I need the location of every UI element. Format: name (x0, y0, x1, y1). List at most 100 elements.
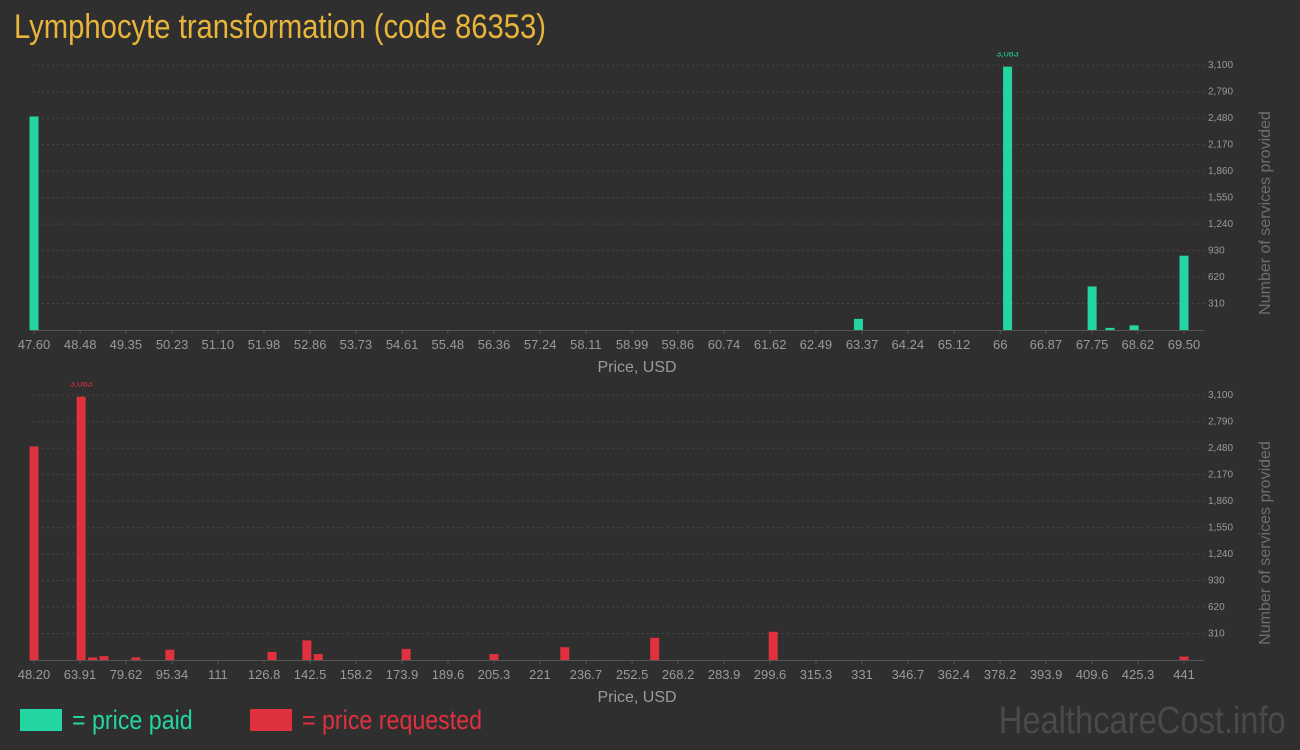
y-tick-label: 2,480 (1208, 443, 1233, 454)
price-requested-swatch (250, 709, 292, 731)
x-tick-label: 58.11 (570, 337, 602, 352)
y-tick-label: 1,860 (1208, 166, 1233, 177)
x-tick-label: 126.8 (248, 667, 281, 682)
bar (560, 647, 570, 660)
chart-title: Lymphocyte transformation (code 86353) (14, 8, 547, 46)
y-tick-label: 3,100 (1208, 60, 1233, 71)
legend-price-requested: = price requested (250, 704, 511, 736)
y-tick-label: 620 (1208, 272, 1225, 283)
price-paid-swatch (20, 709, 62, 731)
bar (29, 116, 39, 331)
x-tick-label: 283.9 (708, 667, 741, 682)
x-tick-label: 205.3 (478, 667, 511, 682)
bar (131, 657, 141, 660)
bar (853, 318, 863, 330)
x-tick-label: 61.62 (754, 337, 787, 352)
x-axis-label: Price, USD (597, 359, 676, 376)
x-tick-label: 221 (529, 667, 551, 682)
x-tick-label: 268.2 (662, 667, 695, 682)
x-tick-label: 52.86 (294, 337, 327, 352)
y-tick-label: 1,860 (1208, 496, 1233, 507)
x-tick-label: 63.91 (64, 667, 97, 682)
x-tick-label: 48.48 (64, 337, 97, 352)
bar (29, 446, 39, 660)
y-tick-label: 620 (1208, 602, 1225, 613)
x-tick-label: 299.6 (754, 667, 787, 682)
x-tick-label: 58.99 (616, 337, 649, 352)
y-axis-label: Number of services provided (1257, 111, 1274, 315)
x-tick-label: 95.34 (156, 667, 189, 682)
x-tick-label: 51.98 (248, 337, 281, 352)
x-tick-label: 56.36 (478, 337, 511, 352)
x-tick-label: 393.9 (1030, 667, 1063, 682)
price-paid-chart: 310 620 930 1,240 1,550 1,860 2,170 2,480 2,790 3… (18, 52, 1274, 376)
x-tick-label: 48.20 (18, 667, 51, 682)
x-tick-label: 62.49 (800, 337, 833, 352)
y-tick-label: 310 (1208, 299, 1225, 310)
bar (99, 656, 109, 660)
price-requested-chart: 310 620 930 1,240 1,550 1,860 2,170 2,480 2,790 3… (18, 382, 1274, 706)
x-tick-label: 47.60 (18, 337, 51, 352)
bar (768, 631, 778, 660)
x-tick-label: 252.5 (616, 667, 649, 682)
y-tick-label: 2,170 (1208, 140, 1233, 151)
bar (1105, 327, 1115, 330)
x-tick-label: 51.10 (202, 337, 235, 352)
y-tick-label: 1,550 (1208, 193, 1233, 204)
y-tick-label: 1,550 (1208, 523, 1233, 534)
bar (1179, 255, 1189, 330)
bar (1129, 325, 1139, 330)
x-tick-label: 67.75 (1076, 337, 1109, 352)
bar (88, 657, 98, 660)
bar (401, 648, 411, 660)
x-tick-label: 362.4 (938, 667, 971, 682)
x-tick-label: 57.24 (524, 337, 557, 352)
price-requested-label: = price requested (302, 704, 483, 735)
bar (267, 651, 277, 660)
watermark: HealthcareCost.info (998, 700, 1286, 742)
y-tick-label: 2,480 (1208, 113, 1233, 124)
x-tick-label: 378.2 (984, 667, 1017, 682)
x-tick-label: 55.48 (432, 337, 465, 352)
bar (302, 640, 312, 660)
x-tick-label: 331 (851, 667, 873, 682)
bar-data-label: 3,083 (996, 52, 1019, 59)
x-tick-label: 66 (993, 337, 1007, 352)
x-tick-label: 158.2 (340, 667, 373, 682)
y-tick-label: 930 (1208, 246, 1225, 257)
bar (1087, 286, 1097, 330)
bar (76, 396, 86, 660)
bar-data-label: 3,083 (70, 382, 93, 389)
y-tick-label: 1,240 (1208, 549, 1233, 560)
x-tick-label: 64.24 (892, 337, 925, 352)
y-tick-label: 3,100 (1208, 390, 1233, 401)
x-tick-label: 69.50 (1168, 337, 1201, 352)
bar (165, 649, 175, 660)
x-tick-label: 50.23 (156, 337, 189, 352)
x-tick-label: 441 (1173, 667, 1195, 682)
x-tick-label: 49.35 (110, 337, 143, 352)
x-tick-label: 173.9 (386, 667, 419, 682)
x-tick-label: 236.7 (570, 667, 603, 682)
x-tick-label: 189.6 (432, 667, 465, 682)
x-tick-label: 59.86 (662, 337, 695, 352)
x-tick-label: 53.73 (340, 337, 373, 352)
y-tick-label: 2,170 (1208, 470, 1233, 481)
x-tick-label: 425.3 (1122, 667, 1155, 682)
x-tick-label: 54.61 (386, 337, 419, 352)
price-paid-label: = price paid (72, 704, 193, 735)
y-tick-label: 1,240 (1208, 219, 1233, 230)
x-tick-label: 111 (208, 667, 228, 682)
bar (1179, 656, 1189, 660)
x-tick-label: 65.12 (938, 337, 971, 352)
x-tick-label: 63.37 (846, 337, 879, 352)
x-axis-label: Price, USD (597, 689, 676, 706)
x-tick-label: 66.87 (1030, 337, 1063, 352)
y-tick-label: 2,790 (1208, 417, 1233, 428)
y-tick-label: 930 (1208, 576, 1225, 587)
legend-price-paid: = price paid (20, 704, 212, 736)
x-tick-label: 315.3 (800, 667, 833, 682)
y-axis-label: Number of services provided (1257, 441, 1274, 645)
x-tick-label: 142.5 (294, 667, 327, 682)
x-tick-label: 68.62 (1122, 337, 1155, 352)
